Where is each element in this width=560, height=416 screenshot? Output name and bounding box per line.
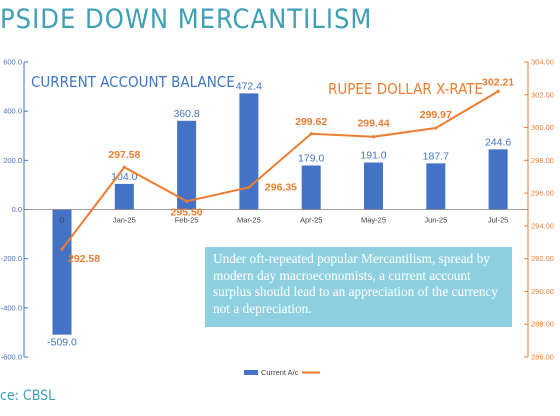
bar bbox=[488, 149, 508, 210]
source-note: ce: CBSL bbox=[0, 388, 56, 404]
right-axis-tick-label: 290.00 bbox=[531, 287, 554, 296]
legend-bar-swatch bbox=[244, 370, 258, 375]
bar bbox=[177, 120, 197, 210]
right-axis-tick-label: 294.00 bbox=[531, 221, 554, 230]
bar-data-label: 191.0 bbox=[360, 150, 386, 162]
line-point bbox=[496, 89, 500, 93]
legend: Current A/c bbox=[244, 368, 320, 377]
category-label: D bbox=[59, 216, 65, 225]
right-axis-tick-label: 298.00 bbox=[531, 156, 554, 165]
category-label: Jul-25 bbox=[488, 216, 508, 225]
left-axis-tick-label: -200.0 bbox=[1, 254, 22, 263]
left-axis: -600.0 -400.0 -200.0 0.0 200.0 400.0 600.0 bbox=[1, 58, 28, 362]
series-titles: CURRENT ACCOUNT BALANCE RUPEE DOLLAR X-R… bbox=[31, 73, 483, 98]
line-point bbox=[309, 132, 313, 136]
bar bbox=[114, 183, 134, 210]
bar bbox=[52, 209, 72, 335]
bar-series: -509.0 104.0 360.8 472.4 179.0 191.0 187.7 244.… bbox=[47, 80, 511, 348]
category-label: Feb-25 bbox=[175, 216, 199, 225]
line-data-label: 299.97 bbox=[420, 109, 452, 121]
right-axis-tick-label: 292.00 bbox=[531, 254, 554, 263]
category-label: Jan-25 bbox=[113, 216, 136, 225]
bar-data-label: 187.7 bbox=[423, 150, 449, 162]
bar-data-label: 244.6 bbox=[485, 136, 511, 148]
bar bbox=[426, 163, 446, 210]
left-axis-tick-label: -400.0 bbox=[1, 303, 22, 312]
right-axis-tick-label: 286.00 bbox=[531, 353, 554, 362]
line-path bbox=[61, 90, 499, 250]
category-label: Apr-25 bbox=[300, 216, 323, 225]
right-axis-tick-label: 300.00 bbox=[531, 123, 554, 132]
line-data-label: 302.21 bbox=[482, 76, 514, 88]
line-data-label: 296.35 bbox=[265, 181, 297, 193]
right-axis-tick-label: 296.00 bbox=[531, 189, 554, 198]
left-axis-tick-label: -600.0 bbox=[1, 353, 22, 362]
line-data-label: 295.50 bbox=[171, 206, 203, 218]
page-title: PSIDE DOWN MERCANTILISM bbox=[0, 4, 373, 35]
right-axis: 286.00 288.00 290.00 292.00 294.00 296.00 298.… bbox=[524, 58, 554, 362]
left-axis-tick-label: 400.0 bbox=[3, 107, 22, 116]
left-axis-tick-label: 0.0 bbox=[12, 205, 22, 214]
bar bbox=[364, 162, 383, 210]
line-series-title: RUPEE DOLLAR X-RATE bbox=[328, 80, 483, 98]
bar bbox=[301, 165, 321, 210]
right-axis-tick-label: 288.00 bbox=[531, 320, 554, 329]
left-axis-tick-label: 200.0 bbox=[3, 156, 22, 165]
line-data-label: 299.44 bbox=[357, 118, 389, 130]
line-data-label: 299.62 bbox=[295, 116, 327, 128]
line-point bbox=[185, 199, 189, 203]
category-label: May-25 bbox=[361, 216, 386, 225]
bar-data-label: 179.0 bbox=[298, 152, 324, 164]
line-point bbox=[122, 165, 126, 169]
line-point bbox=[434, 126, 438, 130]
line-point bbox=[371, 135, 376, 139]
right-axis-tick-label: 302.00 bbox=[531, 90, 554, 99]
line-series: 292.58 297.58 295.50 296.35 299.62 299.44 299.… bbox=[60, 76, 514, 265]
category-label: Jun-25 bbox=[424, 216, 447, 225]
line-data-label: 292.58 bbox=[68, 253, 100, 265]
line-point bbox=[247, 185, 251, 189]
bar-series-title: CURRENT ACCOUNT BALANCE bbox=[31, 73, 235, 91]
bar-data-label: 104.0 bbox=[111, 171, 137, 183]
bar-data-label: 472.4 bbox=[236, 80, 262, 92]
bar-data-label: 360.8 bbox=[173, 108, 199, 120]
bar bbox=[239, 93, 259, 210]
callout-box: Under oft-repeated popular Mercantilism,… bbox=[205, 247, 512, 327]
right-axis-tick-label: 304.00 bbox=[531, 58, 554, 67]
bar-data-label: -509.0 bbox=[47, 337, 77, 349]
category-label: Mar-25 bbox=[237, 216, 261, 225]
left-axis-tick-label: 600.0 bbox=[3, 58, 22, 67]
category-labels: D Jan-25 Feb-25 Mar-25 Apr-25 May-25 Jun-25 Jul… bbox=[59, 216, 508, 225]
line-point bbox=[60, 247, 64, 251]
legend-bar-label: Current A/c bbox=[261, 368, 299, 377]
line-data-label: 297.58 bbox=[108, 149, 140, 161]
